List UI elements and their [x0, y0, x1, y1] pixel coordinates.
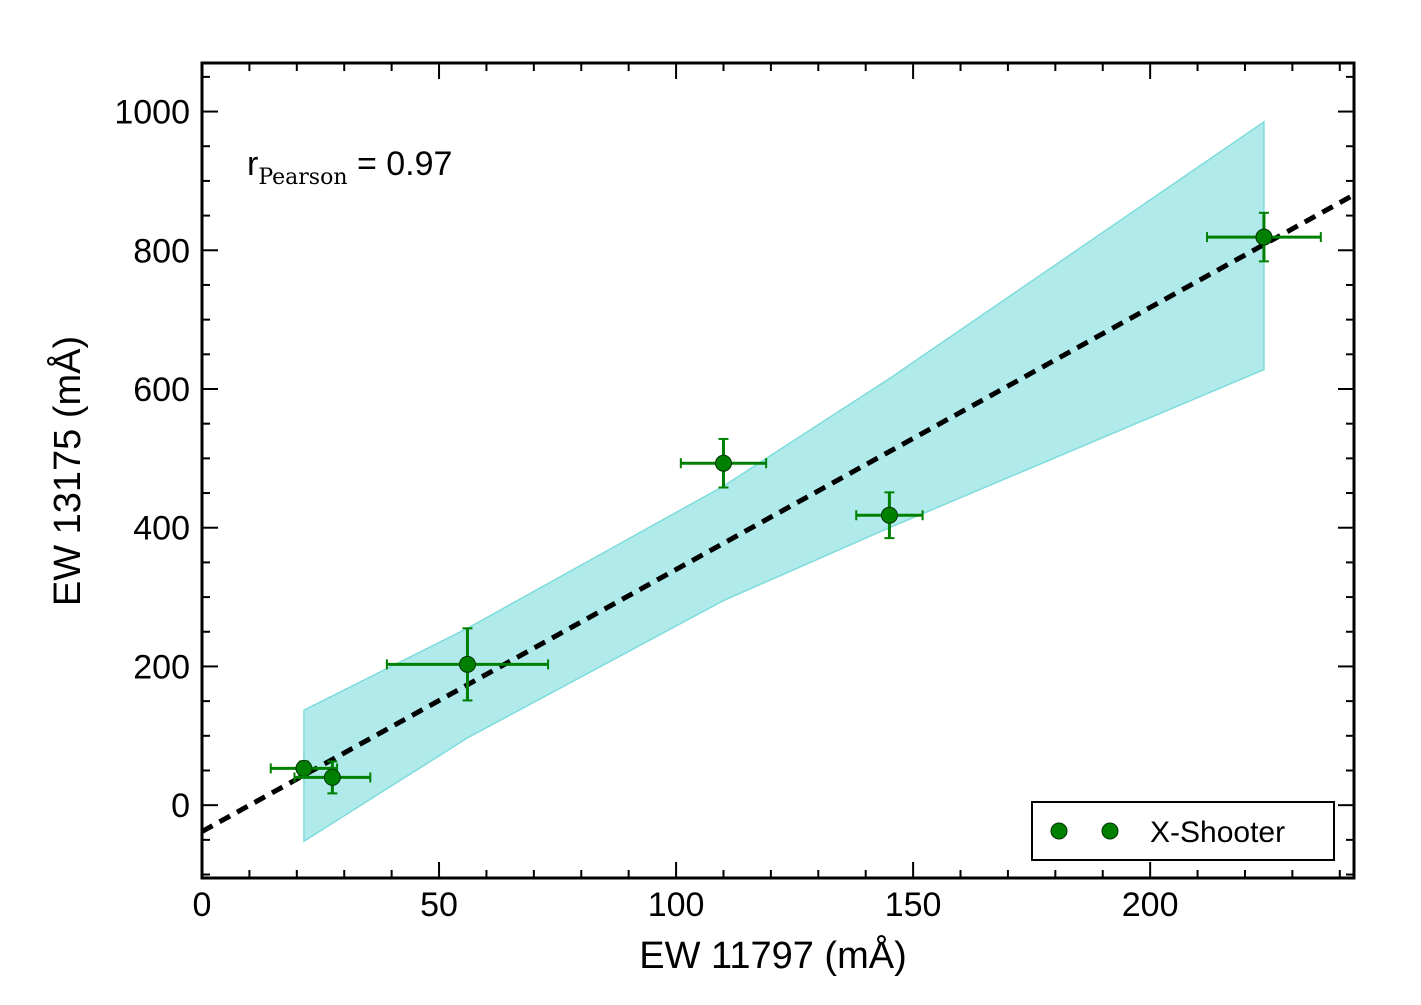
axes-frame	[200, 61, 1356, 880]
legend-label-x-shooter: X-Shooter	[1150, 816, 1285, 849]
legend-box	[1031, 801, 1335, 861]
data-marker	[295, 759, 313, 777]
y-tick-label: 0	[171, 787, 190, 825]
x-tick-label: 200	[1122, 886, 1179, 924]
x-axis-label: EW 11797 (mÅ)	[639, 933, 906, 977]
legend: X-Shooter	[1031, 801, 1335, 861]
plot-frame	[200, 61, 1356, 880]
y-tick-label: 600	[133, 371, 190, 409]
data-points-layer	[269, 211, 1322, 795]
pearson-value: = 0.97	[348, 145, 453, 183]
x-tick-label: 0	[193, 886, 212, 924]
data-point-5	[855, 491, 924, 540]
confidence-band-layer	[303, 120, 1265, 843]
y-tick-label: 400	[133, 510, 190, 548]
data-marker	[1255, 228, 1273, 246]
data-point-3	[385, 627, 550, 702]
axis-tick-labels: 0 50 100 150 200 0 200 400 600 800 1000	[114, 94, 1178, 924]
data-point-6	[1206, 211, 1322, 263]
data-point-4	[679, 437, 768, 489]
pearson-annotation: rPearson = 0.97	[247, 145, 452, 190]
data-marker	[323, 768, 341, 786]
y-tick-label: 200	[133, 648, 190, 686]
data-marker	[880, 506, 898, 524]
data-point-2	[293, 760, 372, 795]
legend-marker	[1050, 822, 1068, 840]
y-tick-label: 800	[133, 232, 190, 270]
y-tick-label: 1000	[114, 94, 190, 132]
pearson-subscript: Pearson	[258, 165, 347, 190]
legend-marker	[1101, 822, 1119, 840]
x-tick-label: 100	[648, 886, 705, 924]
x-tick-label: 150	[885, 886, 942, 924]
pearson-r: r	[247, 145, 258, 183]
confidence-band	[303, 120, 1265, 843]
data-point-1	[269, 759, 339, 777]
data-marker	[458, 655, 476, 673]
axis-ticks	[201, 63, 1354, 878]
data-marker	[714, 454, 732, 472]
y-axis-label: EW 13175 (mÅ)	[45, 336, 89, 606]
x-tick-label: 50	[420, 886, 458, 924]
